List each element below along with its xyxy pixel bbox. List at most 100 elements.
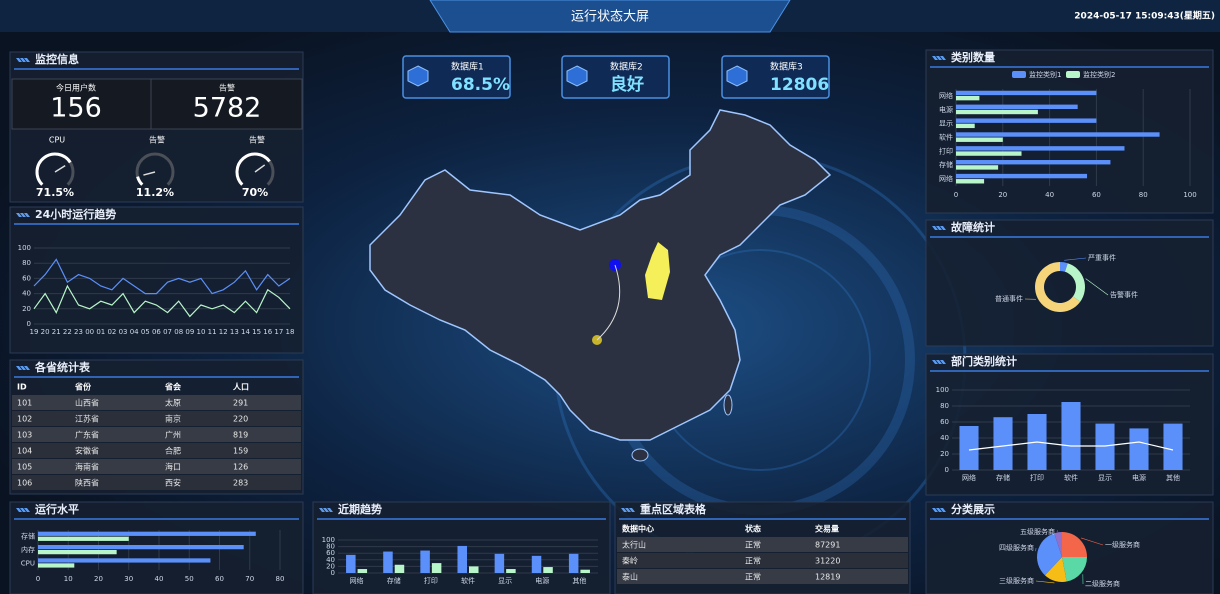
x-tick-label: 0 bbox=[954, 191, 958, 199]
bar bbox=[956, 104, 1078, 110]
bar bbox=[956, 95, 980, 101]
gauge-arc bbox=[35, 152, 72, 186]
y-tick-label: 0 bbox=[27, 320, 31, 328]
table-header: 人口 bbox=[233, 382, 249, 392]
legend-swatch bbox=[1066, 71, 1080, 78]
y-tick-label: 内存 bbox=[21, 545, 35, 554]
bar bbox=[38, 558, 211, 563]
slice-label: 二级服务商 bbox=[1085, 579, 1120, 588]
x-tick-label: 打印 bbox=[1030, 473, 1044, 482]
table-row bbox=[12, 395, 301, 410]
title-icon bbox=[24, 366, 30, 370]
x-tick-label: 网络 bbox=[962, 473, 976, 482]
title-icon bbox=[621, 508, 627, 512]
slice-label: 告警事件 bbox=[1110, 290, 1138, 299]
y-tick-label: 网络 bbox=[939, 174, 953, 183]
y-tick-label: 60 bbox=[940, 418, 949, 426]
db-label: 数据库1 bbox=[451, 61, 484, 73]
gauge-value: 11.2% bbox=[136, 186, 174, 199]
bar bbox=[1129, 428, 1149, 470]
bar bbox=[956, 151, 1022, 156]
x-tick-label: 60 bbox=[215, 575, 224, 583]
x-tick-label: 存储 bbox=[387, 576, 401, 585]
x-tick-label: 09 bbox=[185, 328, 194, 336]
x-tick-label: 05 bbox=[141, 328, 150, 336]
x-tick-label: 02 bbox=[107, 328, 116, 336]
table-row bbox=[617, 569, 908, 584]
x-tick-label: 其他 bbox=[572, 576, 586, 585]
x-tick-label: 其他 bbox=[1166, 473, 1180, 482]
table-header: 交易量 bbox=[815, 524, 839, 534]
leader-line bbox=[1035, 580, 1055, 584]
y-tick-label: 显示 bbox=[939, 120, 953, 128]
title-icon bbox=[629, 508, 635, 512]
bar bbox=[956, 160, 1111, 165]
bar bbox=[531, 555, 542, 573]
panel-title: 分类展示 bbox=[951, 502, 995, 516]
title-icon bbox=[932, 360, 938, 364]
slice bbox=[1044, 557, 1067, 582]
title-icon bbox=[940, 360, 946, 364]
db-icon bbox=[726, 65, 748, 87]
title-icon bbox=[936, 226, 942, 230]
x-tick-label: 23 bbox=[74, 328, 83, 336]
slice-label: 五级服务商 bbox=[1020, 527, 1055, 536]
table-row bbox=[617, 553, 908, 568]
y-tick-label: 100 bbox=[18, 244, 31, 252]
title-icon bbox=[24, 58, 30, 62]
title-icon bbox=[327, 508, 333, 512]
db-value: 68.5% bbox=[451, 75, 510, 95]
x-tick-label: 22 bbox=[63, 328, 72, 336]
gauge-needle bbox=[143, 171, 156, 176]
title-icon bbox=[24, 508, 30, 512]
title-icon bbox=[940, 508, 946, 512]
title-icon bbox=[319, 508, 325, 512]
bar bbox=[959, 426, 979, 470]
gauge-arc bbox=[235, 152, 271, 186]
x-tick-label: 14 bbox=[241, 328, 250, 336]
title-icon bbox=[24, 213, 30, 217]
x-tick-label: 11 bbox=[208, 328, 217, 336]
slice bbox=[1064, 263, 1085, 302]
slice-label: 四级服务商 bbox=[999, 543, 1034, 552]
y-tick-label: 80 bbox=[326, 543, 335, 551]
x-tick-label: 10 bbox=[196, 328, 205, 336]
panel bbox=[925, 219, 1214, 347]
title-icon bbox=[323, 508, 329, 512]
table-cell: 陕西省 bbox=[75, 478, 99, 488]
db-label: 数据库3 bbox=[770, 61, 803, 73]
slice bbox=[1054, 532, 1062, 557]
title-icon bbox=[16, 58, 22, 62]
y-tick-label: 40 bbox=[326, 556, 335, 564]
bar bbox=[420, 550, 430, 573]
header-datetime: 2024-05-17 15:09:43(星期五) bbox=[1074, 10, 1215, 22]
x-tick-label: 13 bbox=[230, 328, 239, 336]
db-box bbox=[721, 55, 830, 99]
bar bbox=[1163, 423, 1183, 470]
table-cell: 12819 bbox=[815, 573, 840, 582]
table-cell: 106 bbox=[17, 479, 32, 488]
panel-title: 部门类别统计 bbox=[951, 354, 1017, 368]
table-cell: 101 bbox=[17, 399, 32, 408]
gauge-label: 告警 bbox=[149, 135, 165, 145]
table-row bbox=[12, 443, 301, 458]
x-tick-label: 40 bbox=[155, 575, 164, 583]
slice-label: 普通事件 bbox=[995, 294, 1023, 303]
table-cell: 泰山 bbox=[622, 572, 638, 582]
table-cell: 正常 bbox=[745, 557, 761, 566]
bar bbox=[506, 569, 516, 573]
x-tick-label: 00 bbox=[85, 328, 94, 336]
x-tick-label: 显示 bbox=[498, 577, 512, 585]
stat-value: 5782 bbox=[193, 93, 262, 124]
title-icon bbox=[20, 366, 26, 370]
line-series bbox=[968, 441, 1174, 451]
table-cell: 海南省 bbox=[75, 462, 99, 472]
y-tick-label: 存储 bbox=[939, 160, 953, 169]
y-tick-label: 100 bbox=[322, 536, 335, 544]
db-icon bbox=[566, 65, 588, 87]
slice bbox=[1062, 557, 1087, 582]
bar bbox=[394, 564, 405, 573]
bar bbox=[956, 123, 975, 129]
gauge-arc bbox=[136, 176, 144, 186]
y-tick-label: 60 bbox=[22, 274, 31, 282]
